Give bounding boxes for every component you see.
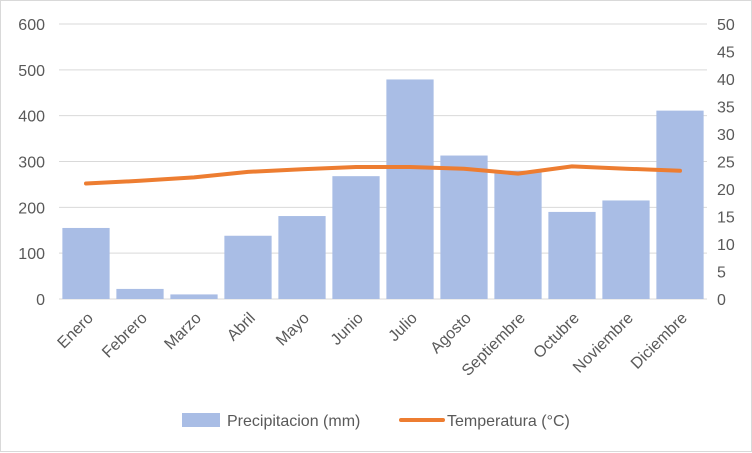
left-tick-label: 600 (18, 17, 45, 34)
right-tick-label: 50 (717, 17, 735, 34)
bar-precipitation-octubre (548, 212, 595, 299)
bar-precipitation-enero (62, 228, 109, 299)
right-tick-label: 5 (717, 265, 726, 282)
right-tick-label: 25 (717, 155, 735, 172)
x-tick-label: Abril (224, 310, 259, 345)
legend-label-temperature: Temperatura (°C) (447, 413, 570, 430)
legend-swatch-precipitation (182, 413, 220, 427)
right-axis-ticks: 0 5 10 15 20 25 30 35 40 45 50 (717, 17, 735, 309)
x-tick-label: Enero (55, 310, 97, 352)
left-tick-label: 0 (36, 292, 45, 309)
x-tick-label: Junio (328, 310, 367, 349)
x-tick-label: Mayo (273, 310, 313, 350)
right-tick-label: 0 (717, 292, 726, 309)
bar-precipitation-agosto (440, 156, 487, 299)
legend: Precipitacion (mm) Temperatura (°C) (182, 413, 570, 430)
right-tick-label: 20 (717, 182, 735, 199)
right-tick-label: 10 (717, 237, 735, 254)
left-tick-label: 100 (18, 246, 45, 263)
temperature-line-group (86, 166, 680, 183)
bar-precipitation-mayo (278, 216, 325, 299)
bar-precipitation-diciembre (656, 111, 703, 299)
left-tick-label: 300 (18, 155, 45, 172)
bar-precipitation-junio (332, 176, 379, 299)
bar-precipitation-noviembre (602, 200, 649, 299)
right-tick-label: 15 (717, 210, 735, 227)
left-tick-label: 200 (18, 200, 45, 217)
bar-precipitation-marzo (170, 294, 217, 299)
x-tick-label: Marzo (161, 310, 205, 354)
precipitation-bars (62, 79, 703, 299)
x-tick-label: Agosto (428, 310, 475, 357)
bar-precipitation-septiembre (494, 171, 541, 299)
right-tick-label: 40 (717, 72, 735, 89)
temperature-line (86, 166, 680, 183)
left-tick-label: 500 (18, 63, 45, 80)
right-tick-label: 35 (717, 100, 735, 117)
right-tick-label: 45 (717, 45, 735, 62)
bar-precipitation-abril (224, 236, 271, 299)
x-tick-label: Diciembre (628, 310, 691, 373)
bar-precipitation-febrero (116, 289, 163, 299)
left-tick-label: 400 (18, 109, 45, 126)
right-tick-label: 30 (717, 127, 735, 144)
legend-label-precipitation: Precipitacion (mm) (227, 413, 360, 430)
x-tick-label: Octubre (531, 310, 583, 362)
left-axis-ticks: 0 100 200 300 400 500 600 (18, 17, 45, 309)
bar-precipitation-julio (386, 79, 433, 299)
x-tick-label: Febrero (99, 310, 151, 362)
x-tick-label: Julio (386, 310, 421, 345)
